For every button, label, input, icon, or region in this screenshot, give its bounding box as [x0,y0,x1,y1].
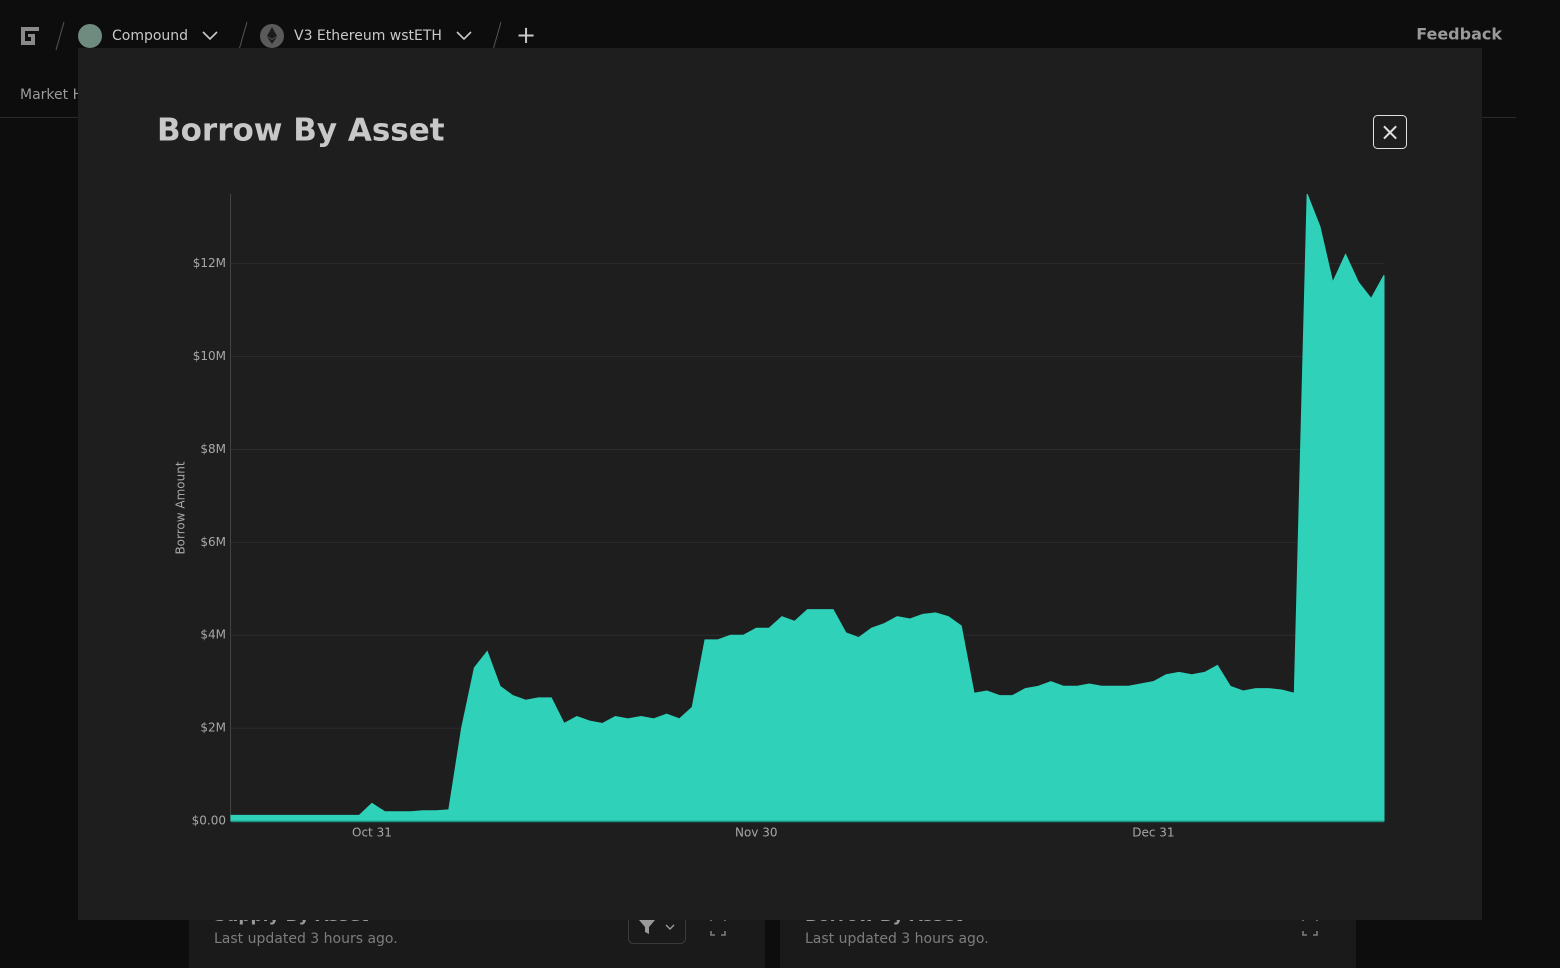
logo[interactable] [21,27,39,45]
y-tick-label: $12M [193,256,226,270]
modal: Borrow By Asset × Borrow Amount $0.00 $2M… [78,48,1482,920]
x-tick-label: Dec 31 [1132,826,1174,840]
chevron[interactable] [456,31,472,41]
market-name[interactable]: V3 Ethereum wstETH [294,28,442,44]
separator [492,21,502,51]
chevron[interactable] [202,31,218,41]
close-button[interactable] [1373,115,1407,149]
separator [238,21,248,51]
tab[interactable]: Market H [20,87,83,103]
separator [55,21,65,51]
y-tick-label: $6M [200,535,226,549]
filter-icon [639,920,655,934]
protocol-name[interactable]: Compound [112,28,188,44]
y-tick-label: $4M [200,628,226,642]
x-tick-label: Nov 30 [735,826,778,840]
y-tick-label: $10M [193,349,226,363]
modal-title: Borrow By Asset [157,113,445,149]
feedback-button[interactable]: Feedback [1416,25,1502,44]
y-tick-label: $2M [200,721,226,735]
area [230,193,1385,822]
x-tick-label: Oct 31 [352,826,392,840]
y-tick-label: $0.00 [192,814,226,828]
card-updated: Last updated 3 hours ago. [214,931,398,947]
plot: $0.00 $2M $4M $6M $8M $10M $12M Oct 31 Nov 30 Dec… [192,193,1385,840]
card-updated: Last updated 3 hours ago. [805,931,989,947]
close-icon[interactable]: × [1380,118,1400,146]
add-button[interactable]: + [516,21,536,49]
eth-glyph [267,27,277,44]
protocol-icon [78,24,102,48]
y-axis-label: Borrow Amount [174,461,188,554]
y-tick-label: $8M [200,442,226,456]
top-bar: Compound V3 Ethereum wstETH + Feedback [21,21,1502,51]
chevron [665,924,675,930]
